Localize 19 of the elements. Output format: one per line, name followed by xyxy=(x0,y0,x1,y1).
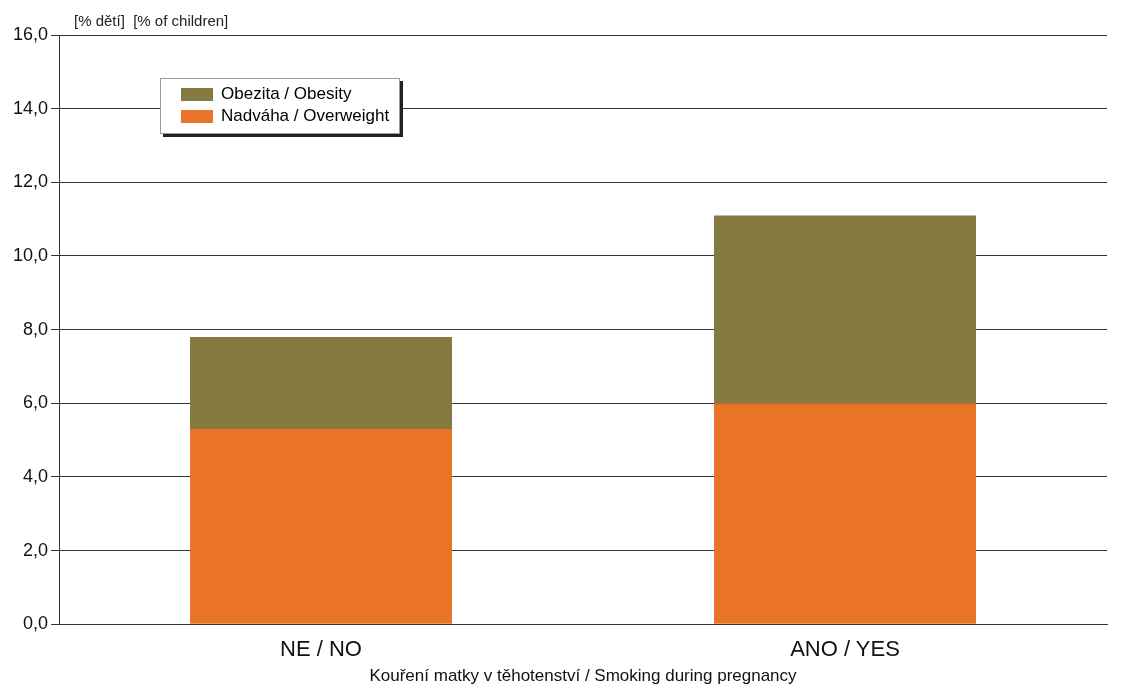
y-tick-label: 4,0 xyxy=(23,465,49,486)
legend-label: Nadváha / Overweight xyxy=(221,106,390,126)
x-axis-title: Kouření matky v těhotenství / Smoking during pregnancy xyxy=(369,666,798,686)
legend-label: Obezita / Obesity xyxy=(221,84,352,104)
x-tick-label: NE / NO xyxy=(280,636,362,662)
y-tick-label: 6,0 xyxy=(23,392,49,413)
bar xyxy=(714,403,976,624)
bar xyxy=(190,336,453,430)
y-tick-label: 0,0 xyxy=(23,613,49,634)
y-axis-title: [% dětí] [% of children] xyxy=(74,12,229,29)
bar xyxy=(714,215,976,404)
y-tick-label: 8,0 xyxy=(23,318,49,339)
y-tick-label: 12,0 xyxy=(12,171,49,192)
y-tick-label: 10,0 xyxy=(12,244,49,265)
y-tick-label: 16,0 xyxy=(12,23,49,44)
x-tick-label: ANO / YES xyxy=(790,636,900,662)
y-tick-label: 2,0 xyxy=(23,539,49,560)
bar xyxy=(190,429,453,624)
y-tick-label: 14,0 xyxy=(12,97,49,118)
